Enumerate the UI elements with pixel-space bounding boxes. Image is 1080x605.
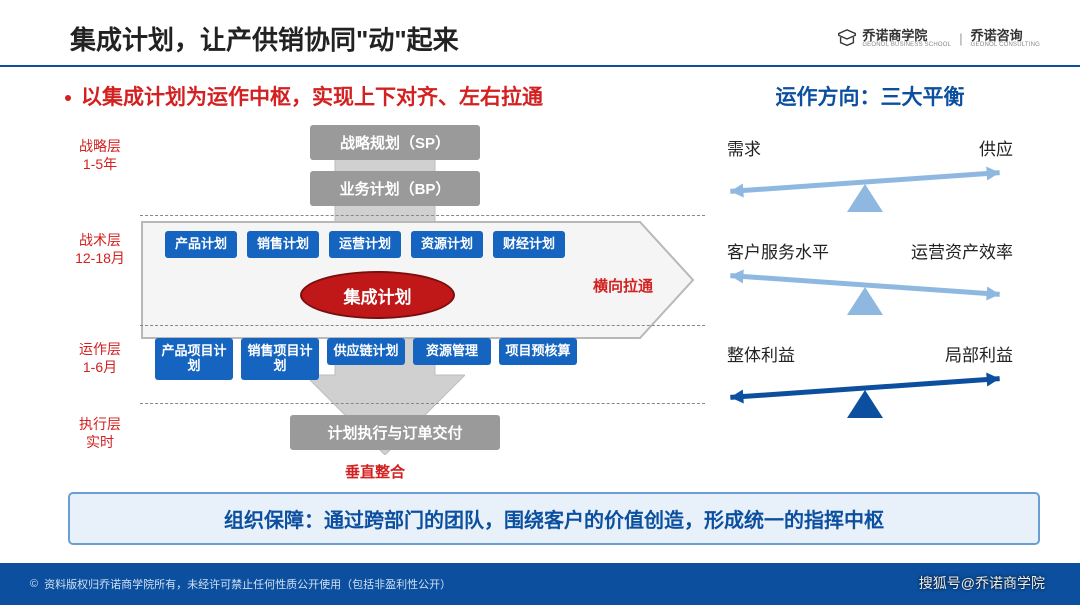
- footer-bar: 组织保障：通过跨部门的团队，围绕客户的价值创造，形成统一的指挥中枢: [68, 492, 1040, 545]
- balance-right-0: 供应: [979, 135, 1013, 160]
- balance-title: 运作方向：三大平衡: [715, 81, 1025, 111]
- blue-box-r2-1: 销售项目计划: [241, 338, 319, 380]
- logo-school: 乔诺商学院GEONOL BUSINESS SCHOOL: [836, 28, 951, 50]
- blue-box-r1-1: 销售计划: [247, 231, 319, 258]
- dash-line-1: [140, 325, 705, 326]
- balance-0: 需求 供应: [715, 135, 1025, 230]
- layer-label-0: 战略层1-5年: [65, 137, 135, 173]
- page-title: 集成计划，让产供销协同"动"起来: [70, 20, 459, 57]
- seesaw-icon-1: [715, 267, 1015, 322]
- dash-line-2: [140, 403, 705, 404]
- red-label-1: 垂直整合: [345, 461, 405, 482]
- gray-box-2: 计划执行与订单交付: [290, 415, 500, 450]
- red-label-0: 横向拉通: [593, 275, 653, 296]
- logo-consulting: 乔诺咨询GEONOL CONSULTING: [971, 29, 1040, 48]
- logo-area: 乔诺商学院GEONOL BUSINESS SCHOOL | 乔诺咨询GEONOL…: [836, 28, 1040, 50]
- balance-right-2: 局部利益: [945, 341, 1013, 366]
- blue-box-r1-0: 产品计划: [165, 231, 237, 258]
- layer-label-2: 运作层1-6月: [65, 340, 135, 376]
- blue-box-r2-4: 项目预核算: [499, 338, 577, 365]
- seesaw-icon-2: [715, 370, 1015, 425]
- blue-box-r2-0: 产品项目计划: [155, 338, 233, 380]
- dash-line-0: [140, 215, 705, 216]
- balance-1: 客户服务水平 运营资产效率: [715, 238, 1025, 333]
- logo-icon: [836, 28, 858, 50]
- integration-plan-pill: 集成计划: [300, 271, 455, 319]
- layer-label-3: 执行层实时: [65, 415, 135, 451]
- blue-box-r2-2: 供应链计划: [327, 338, 405, 365]
- subtitle: 以集成计划为运作中枢，实现上下对齐、左右拉通: [65, 81, 705, 111]
- header: 集成计划，让产供销协同"动"起来 乔诺商学院GEONOL BUSINESS SC…: [0, 0, 1080, 67]
- gray-box-1: 业务计划（BP）: [310, 171, 480, 206]
- blue-box-r1-3: 资源计划: [411, 231, 483, 258]
- diagram-area: 以集成计划为运作中枢，实现上下对齐、左右拉通 战略层1-5年战术层12-18月运…: [65, 81, 705, 505]
- balance-left-2: 整体利益: [727, 341, 795, 366]
- blue-box-r2-3: 资源管理: [413, 338, 491, 365]
- balance-area: 运作方向：三大平衡 需求 供应 客户服务水平 运营资产效率 整体利益 局部利益: [715, 81, 1025, 505]
- blue-box-r1-4: 财经计划: [493, 231, 565, 258]
- seesaw-icon-0: [715, 164, 1015, 219]
- balance-2: 整体利益 局部利益: [715, 341, 1025, 436]
- balance-left-1: 客户服务水平: [727, 238, 829, 263]
- gray-box-0: 战略规划（SP）: [310, 125, 480, 160]
- blue-box-r1-2: 运营计划: [329, 231, 401, 258]
- watermark: 搜狐号@乔诺商学院: [919, 573, 1045, 593]
- balance-right-1: 运营资产效率: [911, 238, 1013, 263]
- balance-left-0: 需求: [727, 135, 761, 160]
- layer-label-1: 战术层12-18月: [65, 231, 135, 267]
